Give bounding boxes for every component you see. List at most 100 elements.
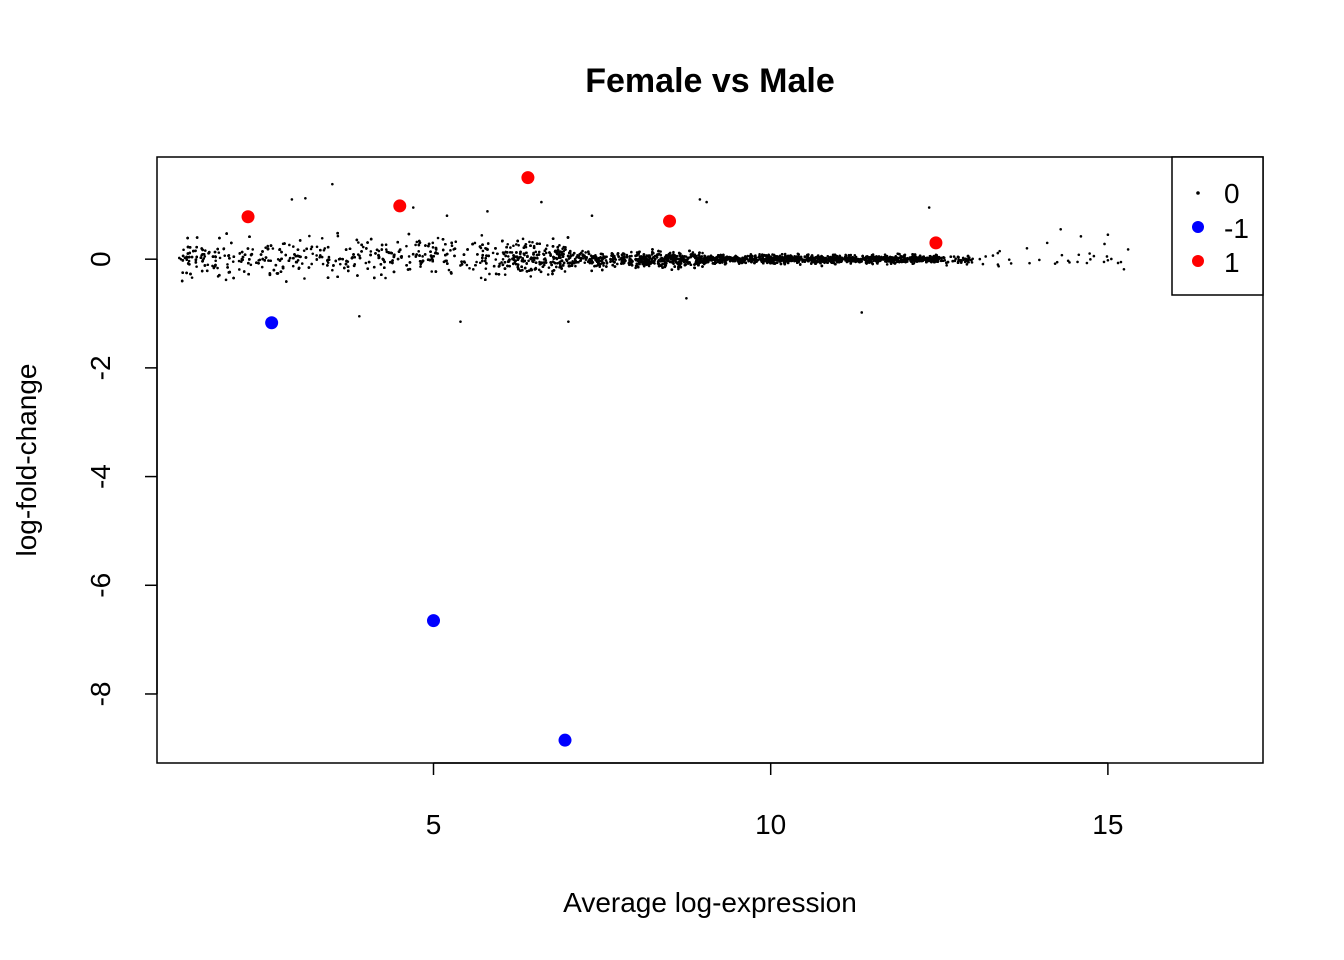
point-0 [1088,252,1091,255]
point-0 [849,253,853,257]
point-0 [1092,254,1096,258]
point-0 [287,259,291,263]
point-0 [356,274,359,277]
point-0 [300,262,304,265]
point-0 [930,259,934,262]
point-0 [747,259,750,263]
point-0 [646,259,650,262]
point-0 [705,200,708,204]
point-0 [951,259,955,263]
point-0 [194,249,197,253]
points-layer [177,171,1130,747]
point-0 [679,265,683,269]
point-0 [506,264,509,268]
point-0 [226,263,229,266]
point-0 [714,261,718,265]
point-0 [365,247,368,250]
point-0 [269,259,272,263]
point-0 [724,260,727,264]
point-0 [888,256,892,260]
point-0 [255,261,258,265]
point-0 [870,261,873,264]
point-0 [185,255,188,259]
point-0 [453,247,457,251]
point-0 [786,261,790,265]
point-0 [392,270,396,274]
point-0 [373,276,376,280]
point-0 [959,258,963,262]
point-0 [939,256,943,260]
point-0 [562,250,566,253]
point-0 [840,258,844,262]
point-0 [784,259,788,263]
point-0 [659,250,662,253]
point-0 [959,261,963,264]
point-0 [369,237,373,241]
point-0 [609,257,612,261]
point-0 [793,255,797,259]
point-0 [913,260,917,263]
point-0 [474,263,477,267]
point-0 [500,261,503,264]
point-0 [508,258,511,261]
point-0 [303,277,306,280]
point-0 [714,259,717,262]
point-0 [389,260,392,264]
point-0 [190,255,194,259]
point-0 [796,255,800,258]
point-0 [698,261,702,264]
point-0 [319,248,322,252]
point-0 [552,255,555,259]
point-0 [534,261,538,264]
point-0 [737,258,740,261]
point-0 [327,255,331,259]
point-0 [711,262,715,265]
point-0 [612,254,616,258]
point-0 [838,255,842,258]
point-0 [307,266,311,269]
point-0 [771,253,774,256]
point-0 [516,239,519,243]
point-0 [358,254,361,258]
point-0 [671,259,675,262]
point-0 [740,261,744,265]
point-0 [407,255,411,258]
point-0 [424,244,427,247]
point-0 [882,255,886,259]
point-0 [218,236,221,240]
point-0 [928,255,932,258]
point-0 [567,264,571,268]
point-0 [203,249,207,252]
point-0 [1059,227,1062,231]
point-0 [225,232,228,235]
point-0 [315,254,318,257]
point-0 [521,258,524,261]
point-0 [911,253,914,256]
point-0 [294,260,298,264]
point-0 [579,259,582,262]
point-0 [558,244,561,247]
point-0 [411,206,415,209]
y-tick-label: -4 [85,464,116,489]
point-0 [202,257,206,260]
point-0 [519,255,522,259]
point-0 [913,254,917,258]
point-0 [821,255,825,259]
point-0 [956,261,960,265]
point-0 [283,242,286,245]
point-0 [845,260,849,264]
point-0 [560,259,564,263]
point-0 [478,245,482,248]
point-0 [814,256,818,259]
point-0 [693,253,697,256]
point-0 [611,263,615,267]
point-0 [291,264,295,268]
point-0 [816,254,820,258]
point-0 [261,257,265,261]
point-0 [427,242,431,246]
point-0 [970,261,974,264]
point-0 [695,258,699,261]
point-0 [383,260,386,264]
point-0 [709,256,712,259]
point-0 [896,260,900,263]
